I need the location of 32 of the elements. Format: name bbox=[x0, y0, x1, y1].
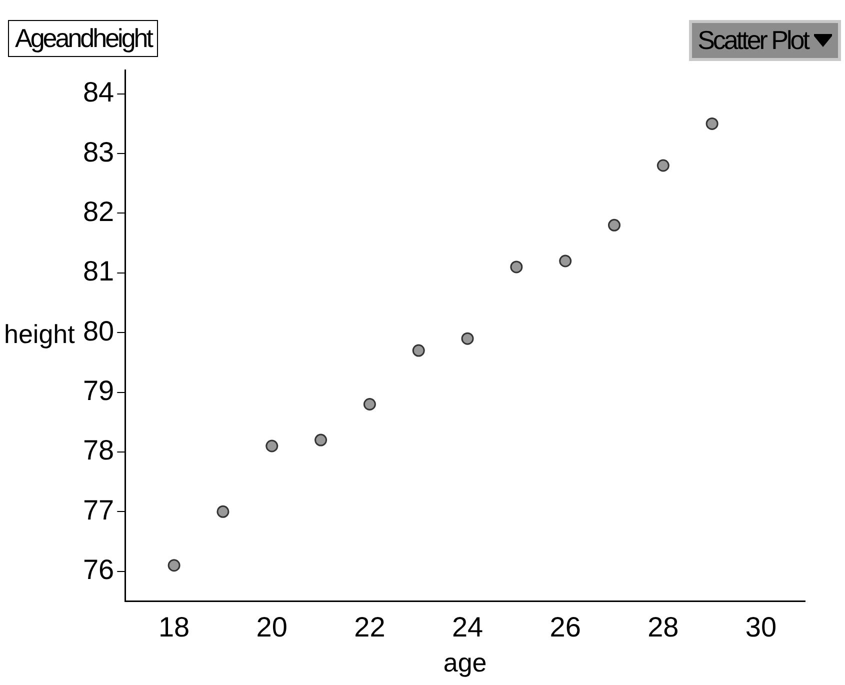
point bbox=[608, 218, 620, 232]
point bbox=[168, 559, 180, 572]
point bbox=[314, 434, 328, 446]
y-tick-label: 83 bbox=[82, 136, 114, 168]
point bbox=[412, 344, 425, 357]
x-tick-label: 22 bbox=[354, 612, 386, 643]
x-tick-label: 24 bbox=[452, 612, 484, 643]
x-tick-label: 26 bbox=[550, 612, 581, 643]
point bbox=[656, 159, 670, 172]
y-tick-label: 81 bbox=[82, 256, 114, 287]
y-tick-label: 82 bbox=[82, 196, 114, 227]
point bbox=[510, 260, 523, 274]
chart-title: Ageandheight bbox=[8, 20, 158, 57]
x-tick-label: 30 bbox=[745, 612, 777, 643]
y-tick-label: 76 bbox=[82, 554, 114, 586]
x-tick-label: 20 bbox=[256, 612, 288, 643]
x-tick-label: 18 bbox=[158, 612, 190, 643]
point bbox=[216, 505, 230, 518]
point bbox=[363, 398, 376, 410]
y-axis-title: height bbox=[4, 318, 76, 349]
y-tick-label: 80 bbox=[82, 315, 114, 346]
text: Scatter Plot bbox=[698, 25, 808, 56]
y-tick-label: 77 bbox=[82, 494, 114, 526]
y-tick-label: 84 bbox=[82, 76, 114, 108]
point bbox=[706, 117, 718, 130]
y-tick-label: 79 bbox=[82, 375, 114, 406]
x-tick-label: 28 bbox=[648, 612, 679, 643]
x-axis-title: age bbox=[443, 648, 487, 678]
point bbox=[461, 332, 474, 345]
point bbox=[559, 254, 572, 268]
point bbox=[266, 440, 278, 452]
y-tick-label: 78 bbox=[82, 434, 114, 466]
